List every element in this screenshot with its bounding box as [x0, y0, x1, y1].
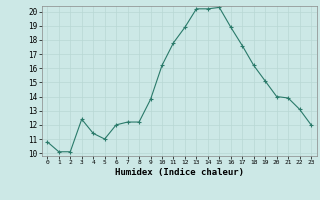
- X-axis label: Humidex (Indice chaleur): Humidex (Indice chaleur): [115, 168, 244, 177]
